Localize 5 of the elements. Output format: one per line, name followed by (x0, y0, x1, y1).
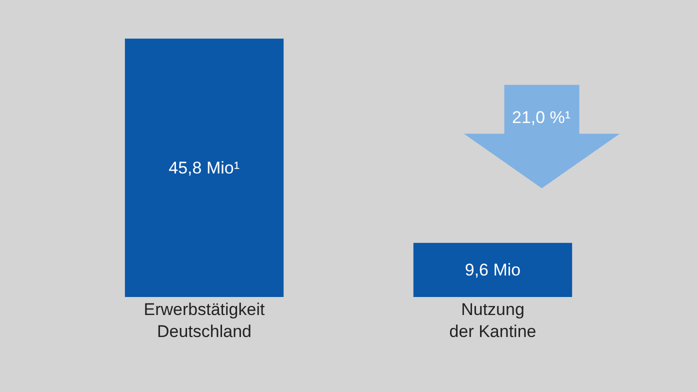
annotation: 21,0 %¹ (512, 108, 571, 127)
data-label: 45,8 Mio¹ (168, 158, 240, 178)
data-label: 9,6 Mio (464, 260, 521, 280)
x-tick-label: Erwerbstätigkeit Deutschland (144, 300, 265, 342)
x-tick-label: Nutzung der Kantine (449, 300, 536, 342)
